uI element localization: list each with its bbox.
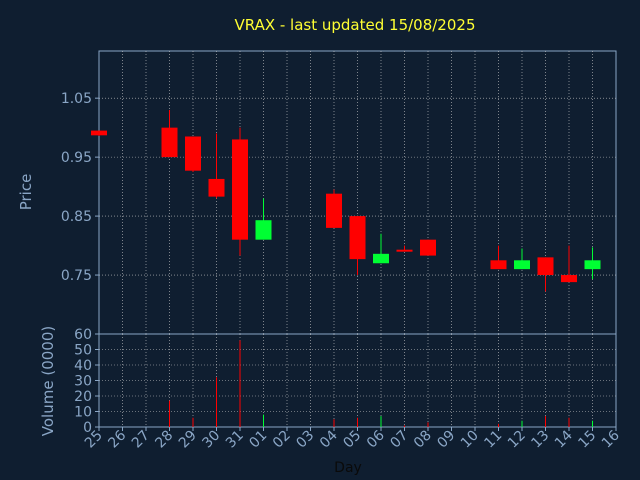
x-tick-label: 16 (599, 427, 623, 451)
price-tick-label: 0.85 (61, 209, 92, 225)
x-axis-label: Day (334, 460, 362, 476)
candle-body (537, 257, 554, 276)
candle-body (420, 239, 436, 256)
candle-body (584, 260, 601, 270)
volume-tick-label: 10 (74, 405, 92, 421)
candle-body (396, 249, 413, 252)
candle-body (161, 127, 178, 158)
candle-body (91, 130, 107, 136)
x-tick-label: 07 (387, 428, 411, 452)
x-tick-label: 27 (129, 428, 153, 452)
x-tick-label: 10 (458, 428, 482, 452)
volume-tick-label: 0 (83, 420, 92, 436)
volume-tick-label: 50 (74, 343, 92, 359)
candle-body (490, 260, 507, 270)
x-tick-label: 15 (575, 428, 599, 452)
candle-body (326, 193, 342, 228)
x-tick-label: 05 (340, 428, 364, 452)
candle-body (232, 139, 248, 240)
volume-tick-label: 30 (74, 374, 92, 390)
x-tick-label: 06 (364, 427, 388, 451)
candle-body (514, 260, 530, 270)
x-tick-label: 09 (434, 428, 458, 452)
candle-body (373, 253, 389, 264)
volume-tick-label: 40 (74, 358, 92, 374)
x-tick-label: 02 (270, 428, 294, 452)
x-tick-label: 12 (505, 428, 529, 452)
x-tick-label: 13 (528, 428, 552, 452)
price-tick-label: 0.75 (61, 268, 92, 284)
x-tick-label: 03 (293, 428, 317, 452)
x-tick-label: 04 (317, 427, 341, 451)
x-tick-label: 29 (176, 428, 200, 452)
candle-body (208, 178, 225, 197)
price-panel: 1.05 0.95 0.85 0.75 (61, 50, 617, 335)
candle-body (185, 136, 201, 171)
x-tick-label: 08 (411, 428, 435, 452)
price-tick-label: 0.95 (61, 150, 92, 166)
chart-title: VRAX - last updated 15/08/2025 (235, 16, 476, 34)
x-tick-label: 01 (246, 428, 270, 452)
x-tick-label: 28 (152, 428, 176, 452)
x-tick-label: 31 (223, 428, 247, 452)
x-tick-label: 26 (105, 427, 129, 451)
candle-body (255, 220, 272, 240)
volume-axis-label: Volume (0000) (39, 326, 57, 436)
candle-body (349, 216, 366, 260)
x-axis: 25 26 27 28 29 30 31 01 02 03 04 05 06 07 08 09 10 11 12 13… (82, 427, 623, 451)
x-tick-label: 30 (199, 428, 223, 452)
price-axis-label: Price (17, 174, 35, 211)
candle-body (561, 275, 577, 283)
price-tick-label: 1.05 (61, 91, 92, 107)
volume-tick-label: 60 (74, 327, 92, 343)
volume-tick-label: 20 (74, 389, 92, 405)
x-tick-label: 11 (481, 428, 505, 452)
x-tick-label: 14 (552, 427, 576, 451)
